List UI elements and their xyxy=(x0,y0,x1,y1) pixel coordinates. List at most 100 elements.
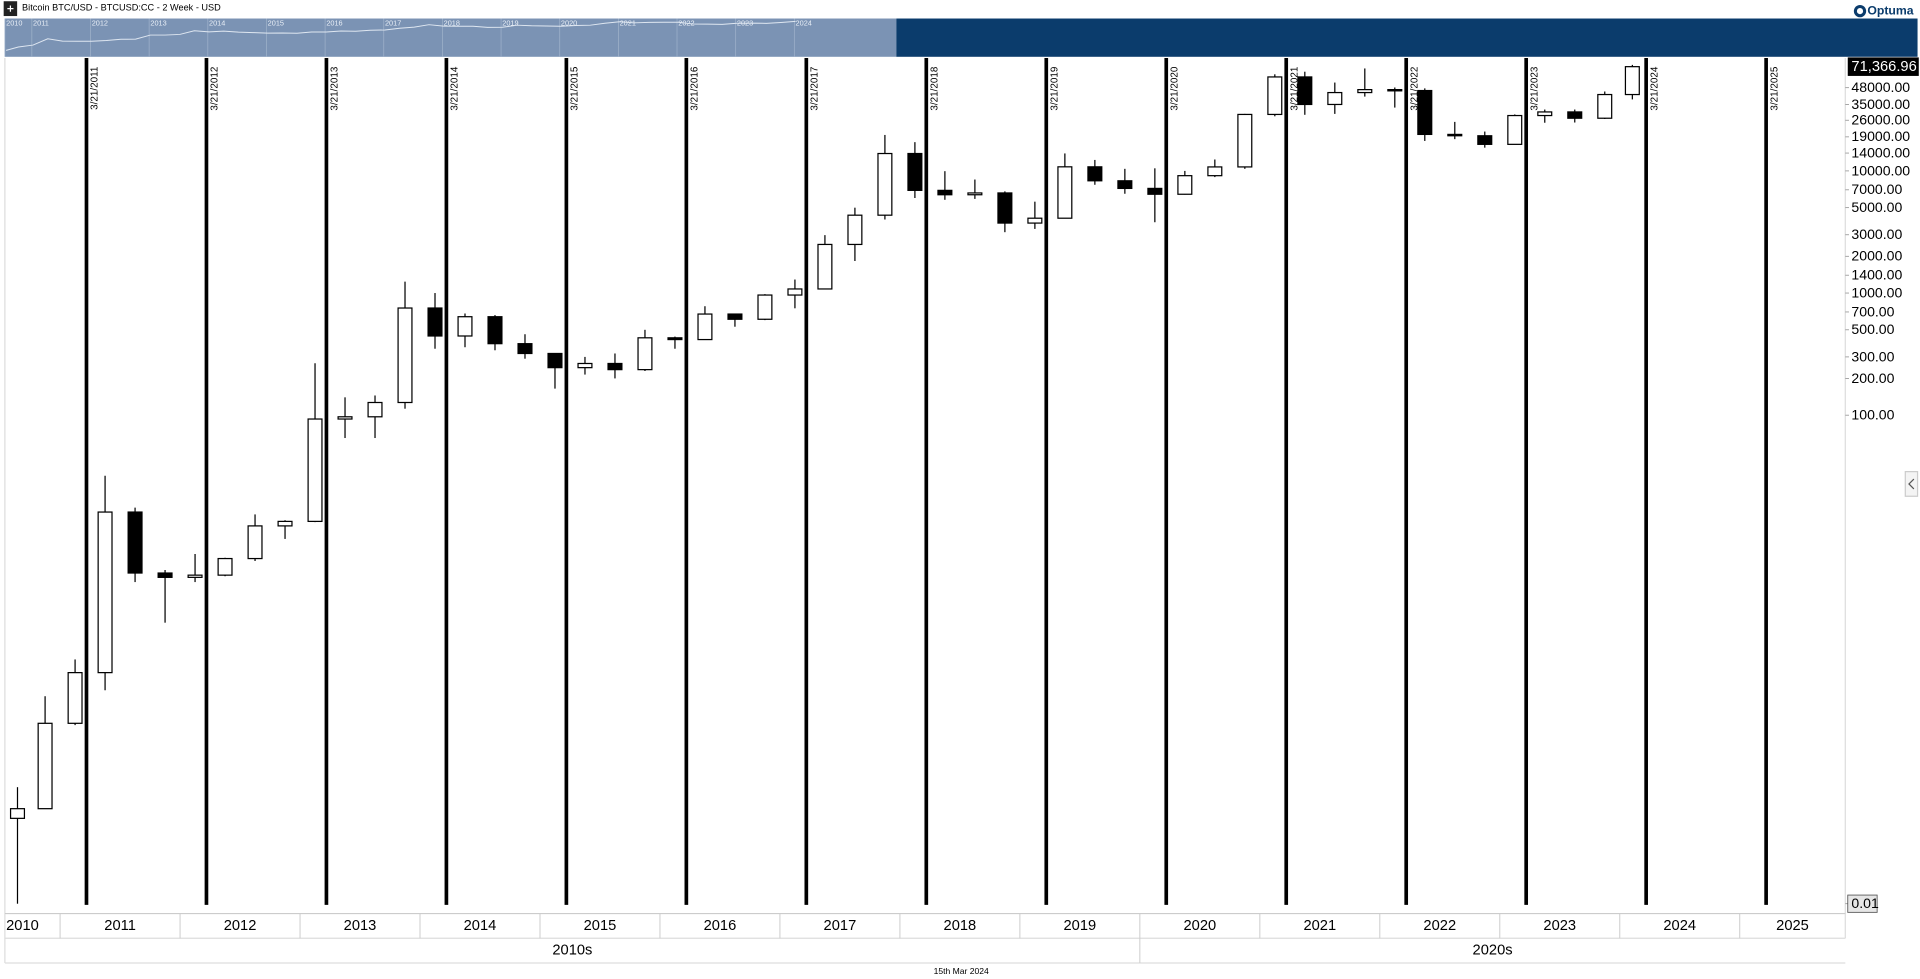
y-tick-box xyxy=(1847,894,1878,913)
x-tick-label: 2012 xyxy=(224,918,257,934)
y-tick-label: 2000.00 xyxy=(1851,248,1902,264)
side-panel-tab[interactable] xyxy=(1904,470,1919,497)
candle-body xyxy=(937,189,953,196)
y-tick-label: 10000.00 xyxy=(1851,162,1910,178)
candle-body xyxy=(577,362,593,369)
candle-body xyxy=(1567,111,1583,119)
candle-body xyxy=(337,416,353,420)
candle-body xyxy=(607,362,623,371)
y-tick-label: 35000.00 xyxy=(1851,96,1910,112)
candle-body xyxy=(367,401,383,418)
candle-body xyxy=(247,525,263,560)
decade-label: 2020s xyxy=(1473,942,1513,958)
navigator-track[interactable] xyxy=(896,18,1918,57)
navigator: 2010 2011 2012 2013 2014 2015 2016 2017 2018 2019… xyxy=(4,18,812,57)
candle-body xyxy=(1624,66,1640,96)
candle-body xyxy=(1537,111,1553,117)
logo-icon-inner xyxy=(1856,8,1864,15)
date-marker-label: 3/21/2015 xyxy=(570,66,581,110)
x-tick-label: 2023 xyxy=(1543,918,1576,934)
y-tick-label: 1400.00 xyxy=(1851,267,1902,283)
candle-body xyxy=(37,722,53,810)
candle-body xyxy=(1477,135,1493,145)
y-tick-label: 1000.00 xyxy=(1851,284,1902,300)
y-tick-label: 14000.00 xyxy=(1851,144,1910,160)
candle-body xyxy=(1327,91,1343,106)
date-marker-label: 3/21/2012 xyxy=(210,67,221,111)
candle-body xyxy=(1147,187,1163,195)
last-price-label: 71,366.96 xyxy=(1851,59,1916,75)
candle-body xyxy=(997,192,1013,224)
candle-body xyxy=(457,316,473,337)
logo-text: Optuma xyxy=(1867,3,1913,17)
navigator-year: 2014 xyxy=(209,18,225,27)
date-marker-label: 3/21/2014 xyxy=(450,66,461,110)
candle-body xyxy=(1237,113,1253,168)
date-marker-label: 3/21/2019 xyxy=(1049,67,1060,111)
candle-body xyxy=(1597,93,1613,119)
candle-body xyxy=(67,672,83,724)
y-tick-label: 0.01 xyxy=(1851,895,1879,911)
x-tick-label: 2011 xyxy=(104,918,136,934)
date-marker-label: 3/21/2020 xyxy=(1169,66,1180,110)
navigator-year: 2021 xyxy=(620,18,636,27)
date-marker-label: 3/21/2022 xyxy=(1409,67,1420,111)
navigator-window[interactable] xyxy=(4,18,897,57)
candle-body xyxy=(547,352,563,369)
x-tick-label: 2025 xyxy=(1776,918,1809,934)
navigator-year: 2017 xyxy=(385,18,401,27)
candle-body xyxy=(907,152,923,191)
candle-body xyxy=(1297,76,1313,106)
date-marker-label: 3/21/2017 xyxy=(810,67,821,111)
candle-body xyxy=(187,574,203,578)
date-marker-label: 3/21/2011 xyxy=(90,67,101,110)
candle-body xyxy=(637,337,653,371)
x-tick-label: 2022 xyxy=(1423,918,1456,934)
x-tick-label: 2016 xyxy=(704,918,737,934)
y-tick-label: 100.00 xyxy=(1851,406,1894,422)
y-tick-label: 19000.00 xyxy=(1851,128,1910,144)
candle-body xyxy=(427,307,443,337)
candle-body xyxy=(487,316,503,345)
app-icon-glyph xyxy=(7,5,14,12)
candle-body xyxy=(877,152,893,216)
candle-body xyxy=(1057,166,1073,219)
candle-body xyxy=(9,808,26,819)
candle-body xyxy=(1177,175,1193,195)
candle-body xyxy=(517,343,533,355)
y-tick-label: 300.00 xyxy=(1851,348,1894,364)
navigator-year: 2018 xyxy=(444,18,460,27)
candle-body xyxy=(1447,133,1463,137)
x-tick-label: 2018 xyxy=(944,918,977,934)
decade-label: 2010s xyxy=(552,942,592,958)
candle-body xyxy=(817,243,833,290)
navigator-year: 2019 xyxy=(502,18,518,27)
y-tick-label: 700.00 xyxy=(1851,303,1894,319)
candle-body xyxy=(697,313,713,341)
navigator-year: 2024 xyxy=(796,18,812,27)
x-tick-label: 2013 xyxy=(344,918,377,934)
candle-body xyxy=(727,313,743,320)
side-panel-arrow xyxy=(1908,478,1915,490)
candle-body xyxy=(847,214,863,246)
candle-body xyxy=(1357,89,1373,94)
candle-body xyxy=(1087,166,1103,182)
candle-body xyxy=(787,288,803,296)
navigator-year: 2016 xyxy=(326,18,342,27)
candle-body xyxy=(97,511,113,674)
candle-body xyxy=(397,307,413,404)
candle-body xyxy=(667,337,683,341)
navigator-year: 2011 xyxy=(33,18,49,27)
date-marker-label: 3/21/2021 xyxy=(1289,67,1300,111)
x-tick-label: 2010 xyxy=(6,918,39,934)
candle-body xyxy=(1417,89,1433,136)
y-tick-label: 200.00 xyxy=(1851,370,1894,386)
y-tick-label: 3000.00 xyxy=(1851,226,1902,242)
date-marker-label: 3/21/2013 xyxy=(330,66,341,110)
candle-body xyxy=(757,294,773,320)
candle-body xyxy=(1027,217,1043,224)
x-tick-label: 2021 xyxy=(1303,918,1336,934)
navigator-year: 2013 xyxy=(150,18,166,27)
